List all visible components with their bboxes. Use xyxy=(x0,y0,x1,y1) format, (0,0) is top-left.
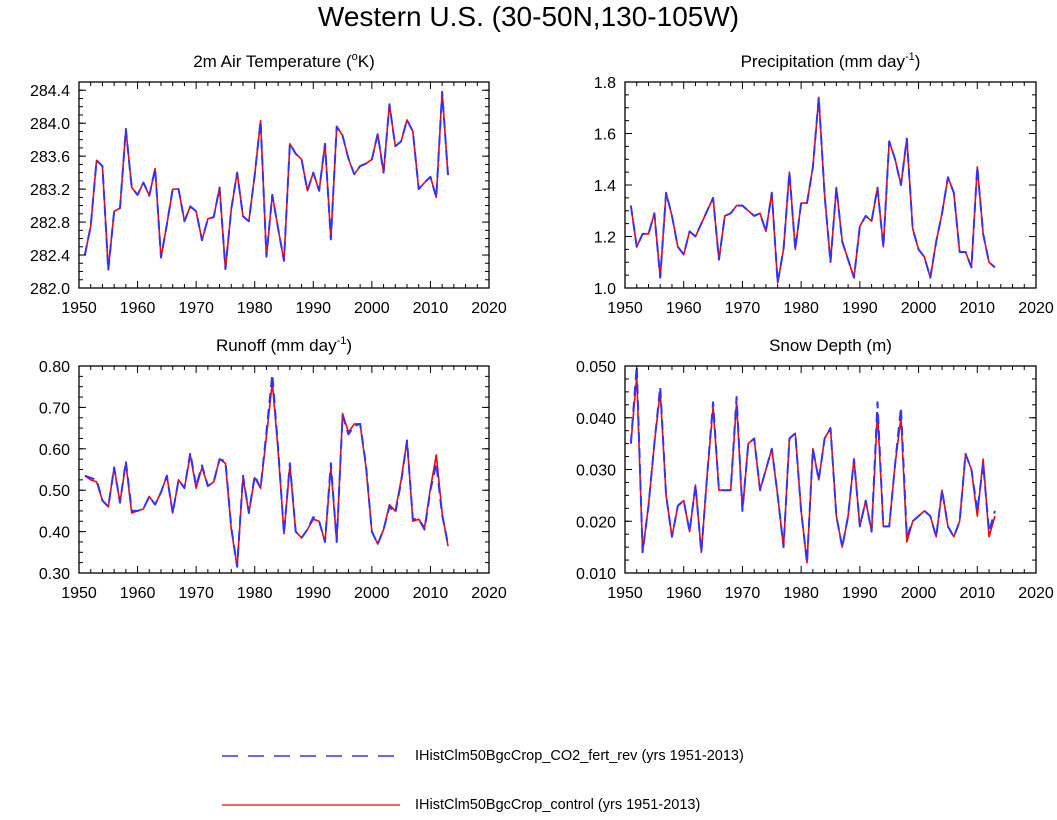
chart-panel-2: Runoff (mm day-1) 1950 1960 1970 1980 1990 200… xyxy=(39,335,507,602)
legend-entry-0: IHistClm50BgcCrop_CO2_fert_rev (yrs 1951… xyxy=(222,746,744,766)
x-tick-label: 1970 xyxy=(178,585,214,602)
x-tick-label: 2020 xyxy=(1018,300,1054,317)
x-tick-label: 1950 xyxy=(61,300,97,317)
legend-entry-1: IHistClm50BgcCrop_control (yrs 1951-2013… xyxy=(222,795,700,815)
series-line-0 xyxy=(83,90,449,271)
x-tick-label: 1990 xyxy=(842,585,878,602)
x-tick-label: 1970 xyxy=(178,300,214,317)
series-line-0 xyxy=(629,96,996,284)
y-tick-label: 0.040 xyxy=(576,411,616,428)
x-tick-label: 2020 xyxy=(471,300,507,317)
y-tick-label: 0.60 xyxy=(39,442,70,459)
panel-title-after: K) xyxy=(358,52,375,71)
x-tick-label: 1970 xyxy=(725,585,761,602)
panel-title-text: Runoff (mm day xyxy=(216,336,337,355)
x-tick-label: 2020 xyxy=(471,585,507,602)
y-tick-label: 284.0 xyxy=(30,116,70,133)
x-tick-label: 1960 xyxy=(120,300,156,317)
series-line-1 xyxy=(630,375,996,564)
x-tick-label: 1990 xyxy=(295,300,331,317)
x-tick-label: 1980 xyxy=(783,300,819,317)
x-tick-label: 1960 xyxy=(666,300,702,317)
y-tick-label: 0.80 xyxy=(39,359,70,376)
panel-title-text: 2m Air Temperature ( xyxy=(193,52,352,71)
panel-title-sup: -1 xyxy=(905,51,915,63)
panel-title-sup: o xyxy=(352,51,358,63)
y-tick-label: 0.40 xyxy=(39,525,70,542)
x-tick-label: 2010 xyxy=(413,300,449,317)
x-tick-label: 1950 xyxy=(607,300,643,317)
series-line-0 xyxy=(84,373,449,568)
figure-title: Western U.S. (30-50N,130-105W) xyxy=(317,1,740,32)
panel-title-text: Snow Depth (m) xyxy=(769,336,892,355)
x-tick-label: 2010 xyxy=(959,300,995,317)
x-tick-label: 2000 xyxy=(354,300,390,317)
x-tick-label: 1950 xyxy=(61,585,97,602)
y-tick-label: 283.6 xyxy=(30,149,70,166)
y-tick-label: 282.0 xyxy=(30,281,70,298)
series-line-1 xyxy=(84,381,449,568)
chart-panel-1: Precipitation (mm day-1) 1950 1960 1970 1980… xyxy=(594,51,1054,317)
y-tick-label: 1.6 xyxy=(594,127,616,144)
x-tick-label: 2000 xyxy=(901,585,937,602)
legend-label-0: IHistClm50BgcCrop_CO2_fert_rev (yrs 1951… xyxy=(415,748,744,764)
x-tick-label: 2010 xyxy=(959,585,995,602)
x-tick-label: 2020 xyxy=(1018,585,1054,602)
y-tick-label: 0.050 xyxy=(576,359,616,376)
x-tick-label: 2000 xyxy=(901,300,937,317)
y-tick-label: 282.8 xyxy=(30,215,70,232)
legend-swatch-solid xyxy=(222,804,400,806)
panel-title-2: Runoff (mm day-1) xyxy=(216,335,352,355)
y-tick-label: 282.4 xyxy=(30,248,70,265)
y-tick-label: 1.8 xyxy=(594,75,616,92)
x-tick-label: 1990 xyxy=(842,300,878,317)
panel-title-sup: -1 xyxy=(337,335,347,347)
y-tick-label: 1.4 xyxy=(594,178,616,195)
plot-frame xyxy=(624,365,1037,574)
panel-title-0: 2m Air Temperature (oK) xyxy=(193,51,375,71)
series-line-0 xyxy=(629,365,996,564)
x-tick-label: 1960 xyxy=(120,585,156,602)
x-tick-label: 1960 xyxy=(666,585,702,602)
panel-title-after: ) xyxy=(346,336,352,355)
y-tick-label: 1.0 xyxy=(594,281,616,298)
x-tick-label: 1980 xyxy=(237,300,273,317)
y-tick-label: 0.010 xyxy=(576,566,616,583)
y-tick-label: 1.2 xyxy=(594,230,616,247)
legend-label-1: IHistClm50BgcCrop_control (yrs 1951-2013… xyxy=(415,797,701,813)
chart-panel-0: 2m Air Temperature (oK) 1950 1960 1970 1980 1… xyxy=(30,51,507,317)
x-tick-label: 2000 xyxy=(354,585,390,602)
x-tick-label: 1950 xyxy=(607,585,643,602)
y-tick-label: 0.70 xyxy=(39,400,70,417)
y-tick-label: 283.2 xyxy=(30,182,70,199)
x-tick-label: 1980 xyxy=(237,585,273,602)
x-tick-label: 2010 xyxy=(413,585,449,602)
chart-panel-3: Snow Depth (m) 1950 1960 1970 1980 1990 2000 20… xyxy=(576,336,1054,602)
panel-title-text: Precipitation (mm day xyxy=(741,52,906,71)
legend-swatch-dashed xyxy=(222,755,400,757)
y-tick-label: 284.4 xyxy=(30,83,70,100)
panel-title-3: Snow Depth (m) xyxy=(769,336,892,355)
plot-frame xyxy=(78,365,490,574)
y-tick-label: 0.50 xyxy=(39,483,70,500)
y-tick-label: 0.30 xyxy=(39,566,70,583)
plot-frame xyxy=(78,81,490,289)
series-line-1 xyxy=(630,96,996,284)
panel-title-after: ) xyxy=(915,52,921,71)
y-tick-label: 0.030 xyxy=(576,463,616,480)
panel-title-1: Precipitation (mm day-1) xyxy=(741,51,921,71)
x-tick-label: 1980 xyxy=(783,585,819,602)
x-tick-label: 1970 xyxy=(725,300,761,317)
y-tick-label: 0.020 xyxy=(576,514,616,531)
x-tick-label: 1990 xyxy=(295,585,331,602)
